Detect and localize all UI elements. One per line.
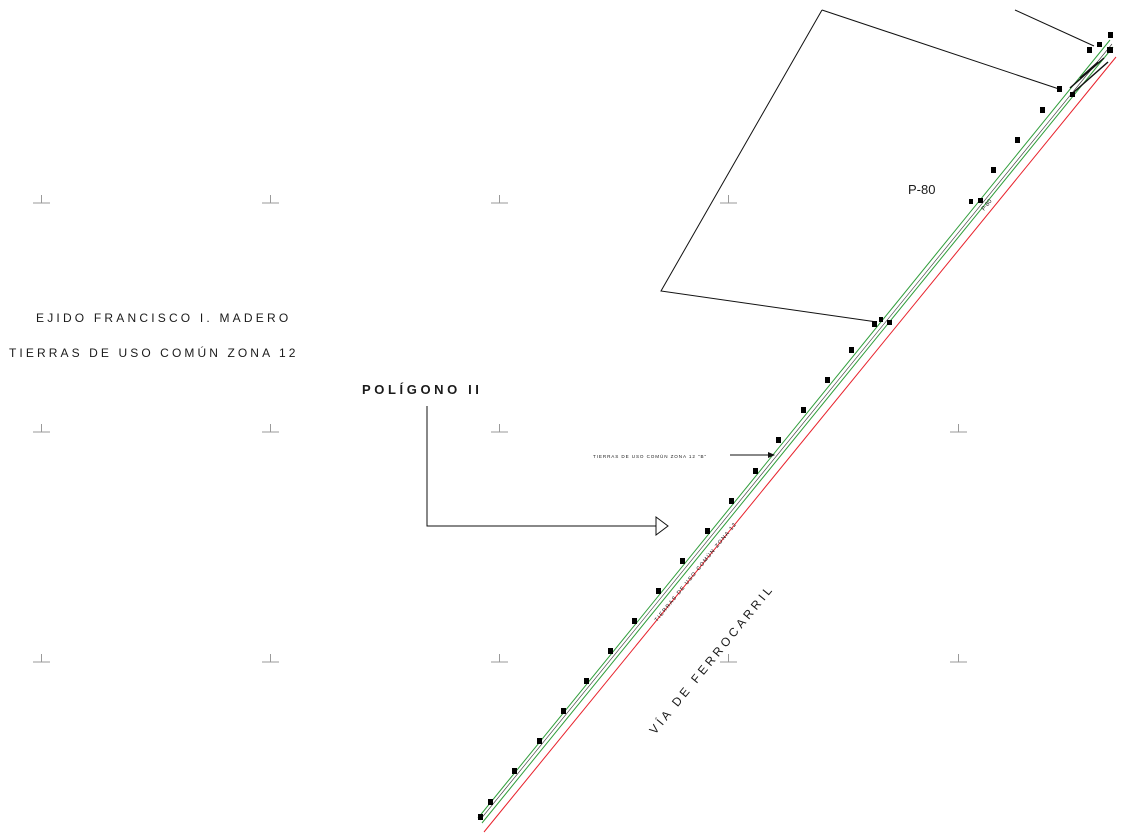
poligono-arrow (426, 406, 669, 536)
strip-label: TIERRAS DE USO COMÚN ZONA 12 (653, 521, 738, 623)
parcel-label: P-80 (908, 182, 935, 197)
parcel-boundary (660, 9, 878, 323)
strip-centerline (479, 43, 1113, 821)
parcel-boundary-top (821, 9, 1063, 91)
north-east-detail (1069, 57, 1109, 93)
strip-annotation: TIERRAS DE USO COMÚN ZONA 12 "B" (593, 453, 707, 459)
survey-markers (478, 32, 1113, 820)
tierras-label: TIERRAS DE USO COMÚN ZONA 12 (9, 345, 299, 360)
grid-ticks (33, 195, 967, 663)
railway-line (483, 56, 1117, 833)
strip-lines (477, 39, 1114, 824)
parcel-boundary-right (1014, 9, 1095, 47)
ejido-label: EJIDO FRANCISCO I. MADERO (36, 311, 291, 325)
poligono-label: POLÍGONO II (362, 382, 483, 397)
strip-annotation-leader (730, 452, 775, 458)
